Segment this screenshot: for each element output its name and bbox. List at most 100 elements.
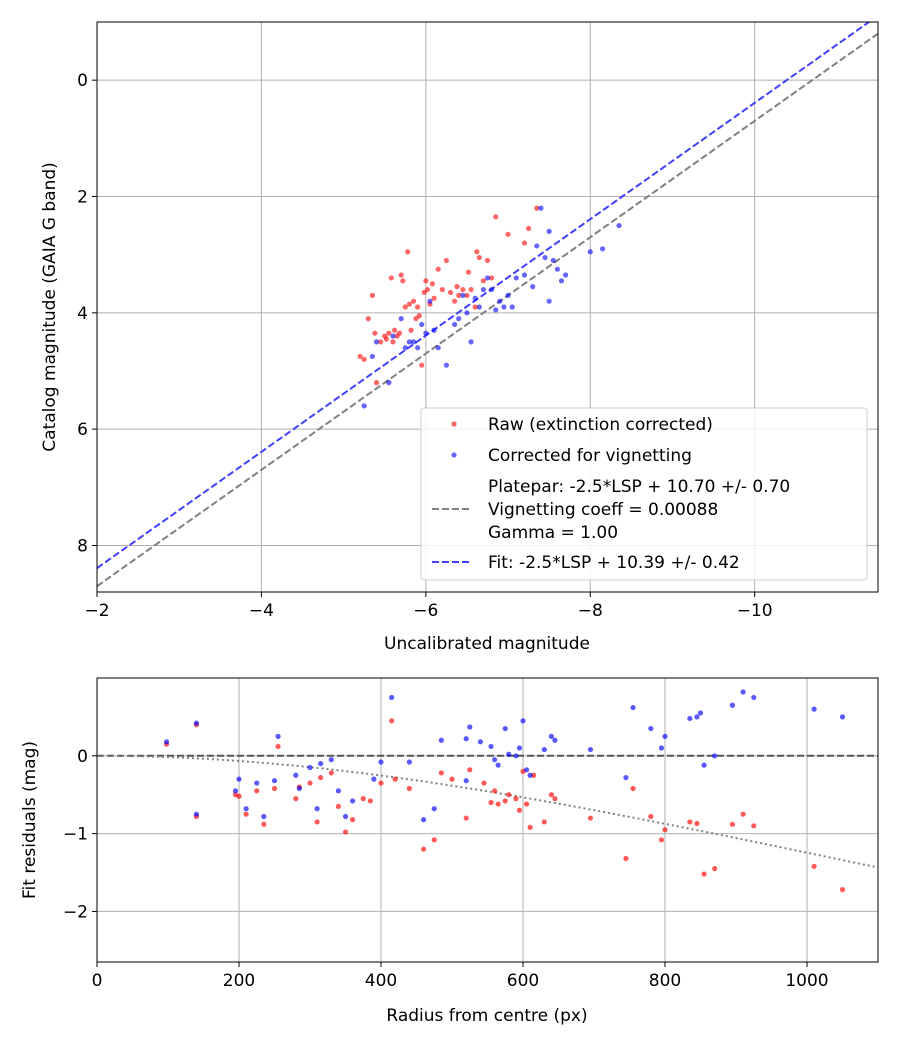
corrected-point	[740, 689, 746, 695]
raw-point	[523, 801, 530, 807]
raw-point	[378, 339, 384, 345]
legend-label-corrected: Corrected for vignetting	[488, 446, 692, 466]
x-tick-label: 0	[92, 971, 103, 991]
y-tick-label: 0	[77, 71, 88, 91]
corrected-point	[163, 739, 170, 745]
corrected-point	[464, 310, 470, 316]
y-tick-label: 6	[77, 420, 88, 440]
corrected-point	[480, 286, 486, 293]
corrected-point	[468, 339, 474, 345]
raw-point	[548, 792, 555, 798]
raw-point	[526, 225, 532, 232]
corrected-point	[839, 714, 846, 720]
corrected-point	[492, 757, 498, 763]
corrected-point	[390, 333, 396, 339]
corrected-point	[307, 764, 313, 771]
raw-point	[314, 819, 320, 825]
top-chart-ticks: −2 −4 −6 −8 −10 0 2 4 6 8	[77, 71, 772, 621]
raw-point	[658, 837, 665, 843]
raw-point	[712, 866, 718, 872]
corrected-point	[342, 813, 349, 820]
corrected-point	[493, 307, 499, 313]
raw-point	[516, 807, 523, 813]
raw-point	[694, 820, 700, 827]
corrected-point	[662, 733, 668, 739]
raw-point	[400, 278, 406, 284]
raw-point	[740, 811, 746, 817]
y-tick-label: −2	[63, 902, 88, 922]
raw-point	[386, 330, 392, 336]
raw-point	[502, 798, 508, 804]
corrected-point	[513, 275, 519, 281]
raw-point	[406, 785, 412, 792]
corrected-point	[419, 321, 425, 328]
raw-point	[460, 286, 466, 293]
corrected-point	[513, 753, 519, 759]
corrected-point	[389, 694, 395, 701]
corrected-point	[552, 737, 558, 743]
corrected-point	[751, 694, 757, 701]
raw-point	[405, 249, 411, 255]
y-tick-label: −1	[63, 825, 88, 845]
corrected-point	[697, 710, 704, 716]
raw-point	[438, 770, 444, 776]
x-tick-label: 600	[507, 971, 539, 991]
raw-point	[396, 330, 403, 336]
raw-point	[534, 205, 540, 211]
x-tick-label: −4	[249, 601, 274, 621]
corrected-point	[563, 272, 569, 278]
corrected-point	[398, 316, 404, 322]
top-chart-legend: Raw (extinction corrected) Corrected for…	[420, 407, 868, 581]
corrected-point	[463, 778, 469, 784]
y-tick-label: 0	[77, 747, 88, 767]
legend-box	[420, 407, 868, 581]
corrected-point	[261, 813, 267, 820]
raw-point	[435, 266, 441, 272]
legend-marker-corrected	[451, 452, 457, 458]
bottom-chart-frame	[96, 677, 879, 963]
raw-point	[365, 316, 371, 322]
raw-point	[467, 767, 473, 773]
raw-point	[398, 272, 404, 278]
x-tick-label: 800	[649, 971, 681, 991]
raw-point	[505, 231, 511, 237]
corrected-point	[523, 767, 530, 773]
raw-point	[488, 799, 494, 806]
raw-point	[389, 718, 395, 724]
corrected-point	[546, 228, 552, 234]
raw-point	[383, 336, 389, 342]
corrected-point	[694, 714, 700, 720]
corrected-point	[495, 762, 501, 768]
raw-point	[421, 846, 427, 852]
raw-point	[429, 281, 436, 287]
corrected-point	[406, 339, 412, 345]
raw-point	[751, 823, 757, 829]
raw-point	[513, 796, 519, 802]
corrected-point	[271, 778, 278, 784]
bottom-chart-ylabel: Fit residuals (mag)	[20, 741, 40, 899]
corrected-point	[443, 362, 449, 368]
raw-point	[484, 257, 491, 264]
top-chart-points	[357, 205, 622, 409]
top-chart-xlabel: Uncalibrated magnitude	[384, 634, 590, 654]
bottom-chart-reference-lines	[97, 754, 878, 869]
corrected-point	[477, 739, 483, 745]
corrected-point	[438, 737, 444, 743]
corrected-point	[472, 295, 478, 301]
corrected-point	[423, 330, 429, 336]
corrected-point	[527, 772, 533, 778]
raw-point	[449, 776, 455, 782]
corrected-point	[502, 725, 508, 732]
raw-point	[415, 304, 421, 310]
corrected-point	[538, 205, 544, 211]
corrected-point	[521, 272, 528, 278]
raw-point	[431, 837, 437, 843]
raw-point	[552, 796, 558, 802]
raw-point	[506, 792, 512, 798]
corrected-point	[350, 798, 356, 804]
raw-point	[729, 821, 736, 827]
corrected-point	[541, 746, 547, 753]
raw-point	[687, 819, 693, 825]
x-tick-label: 1000	[785, 971, 828, 991]
corrected-point	[410, 339, 417, 345]
